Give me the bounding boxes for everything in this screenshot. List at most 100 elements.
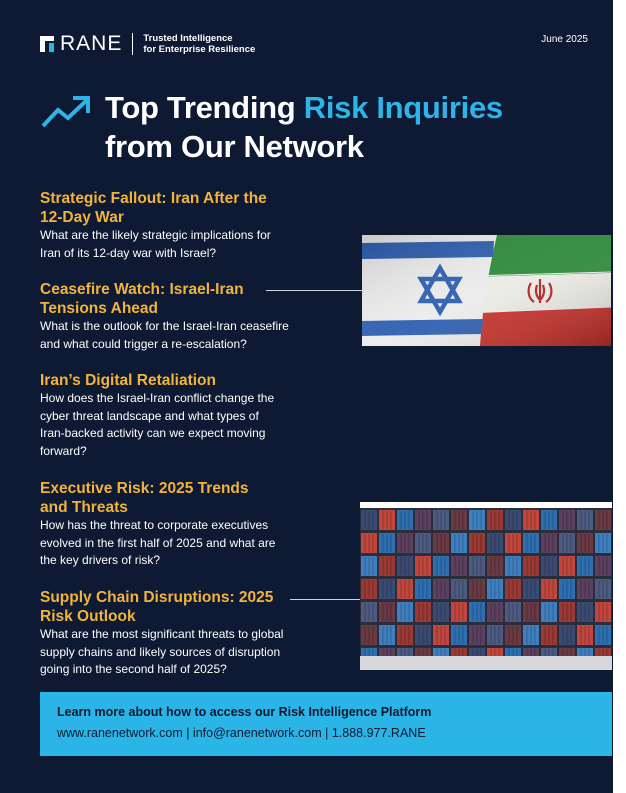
connector-line (266, 290, 362, 291)
tagline-line-1: Trusted Intelligence (143, 33, 233, 44)
inquiry-title-line: and Threats (40, 499, 128, 516)
container-block (397, 602, 413, 622)
inquiry-title-line: Executive Risk: 2025 Trends (40, 480, 249, 497)
container-block (451, 510, 467, 530)
inquiry-title: Ceasefire Watch: Israel-Iran Tensions Ah… (40, 280, 320, 318)
container-block (595, 510, 611, 530)
inquiry-question-line: and what could trigger a re-escalation? (40, 336, 247, 351)
contact-links[interactable]: www.ranenetwork.com | info@ranenetwork.c… (57, 726, 426, 740)
container-block (379, 602, 395, 622)
container-block (451, 625, 467, 645)
container-block (577, 625, 593, 645)
container-block (523, 510, 539, 530)
container-block (559, 602, 575, 622)
inquiry-title-line: Supply Chain Disruptions: 2025 (40, 589, 274, 606)
container-block (397, 579, 413, 599)
container-block (469, 579, 485, 599)
inquiry-question-line: What are the most significant threats to… (40, 627, 284, 641)
inquiry-item: Executive Risk: 2025 Trends and Threats … (40, 479, 320, 570)
inquiry-question-line: going into the second half of 2025? (40, 662, 227, 676)
inquiry-title-line: Strategic Fallout: Iran After the (40, 190, 267, 207)
container-block (523, 556, 539, 576)
container-block (433, 602, 449, 622)
rane-logo: RANE Trusted Intelligence for Enterprise… (40, 32, 255, 56)
inquiry-title: Strategic Fallout: Iran After the 12-Day… (40, 189, 320, 227)
container-block (361, 533, 377, 553)
container-block (433, 579, 449, 599)
inquiry-question-line: forward? (40, 443, 87, 458)
container-block (577, 510, 593, 530)
page-title: Top Trending Risk Inquiries from Our Net… (105, 88, 503, 166)
inquiry-question-line: cyber threat landscape and what types of (40, 408, 259, 423)
container-block (379, 556, 395, 576)
container-block (559, 625, 575, 645)
cta-title: Learn more about how to access our Risk … (57, 705, 432, 719)
inquiry-question: What is the outlook for the Israel-Iran … (40, 318, 320, 353)
container-block (379, 533, 395, 553)
container-block (541, 510, 557, 530)
container-block (415, 510, 431, 530)
container-block (361, 556, 377, 576)
container-block (541, 579, 557, 599)
inquiry-question: What are the likely strategic implicatio… (40, 227, 320, 262)
container-block (577, 533, 593, 553)
container-block (505, 510, 521, 530)
container-block (361, 579, 377, 599)
container-block (595, 625, 611, 645)
container-block (451, 579, 467, 599)
inquiry-title-line: Tensions Ahead (40, 300, 158, 317)
container-block (397, 556, 413, 576)
tagline: Trusted Intelligence for Enterprise Resi… (143, 33, 255, 55)
inquiry-title: Executive Risk: 2025 Trends and Threats (40, 479, 320, 517)
container-block (541, 625, 557, 645)
tagline-line-2: for Enterprise Resilience (143, 44, 256, 55)
container-block (361, 510, 377, 530)
container-block (487, 625, 503, 645)
inquiry-question-line: the key drivers of risk? (40, 553, 161, 567)
container-block (541, 533, 557, 553)
inquiry-question: What are the most significant threats to… (40, 626, 320, 679)
trending-up-icon (41, 96, 90, 128)
container-block (595, 556, 611, 576)
container-block (505, 625, 521, 645)
inquiry-question-line: evolved in the first half of 2025 and wh… (40, 535, 276, 550)
title-prefix: Top Trending (105, 90, 304, 125)
container-block (451, 556, 467, 576)
container-block (559, 579, 575, 599)
container-block (379, 625, 395, 645)
container-block (523, 625, 539, 645)
issue-date: June 2025 (541, 34, 588, 45)
container-block (505, 602, 521, 622)
logo-divider (132, 33, 134, 55)
container-block (523, 602, 539, 622)
inquiry-title-line: Risk Outlook (40, 608, 136, 625)
container-block (433, 556, 449, 576)
inquiry-question-line: Iran-backed activity can we expect movin… (40, 426, 266, 440)
headline: Top Trending Risk Inquiries from Our Net… (40, 88, 503, 166)
container-block (559, 533, 575, 553)
container-block (433, 510, 449, 530)
inquiry-question-line: supply chains and likely sources of disr… (40, 644, 281, 659)
inquiry-title: Iran’s Digital Retaliation (40, 371, 320, 390)
container-block (469, 625, 485, 645)
container-block (487, 533, 503, 553)
container-block (487, 556, 503, 576)
container-block (487, 510, 503, 530)
container-block (505, 556, 521, 576)
inquiry-question-line: Iran of its 12-day war with Israel? (40, 245, 217, 260)
container-block (541, 602, 557, 622)
container-block (379, 510, 395, 530)
container-block (469, 556, 485, 576)
container-block (559, 556, 575, 576)
container-block (415, 602, 431, 622)
inquiry-title-line: Iran’s Digital Retaliation (40, 372, 216, 389)
container-block (379, 579, 395, 599)
title-line-2: from Our Network (105, 129, 364, 164)
inquiry-question-line: What are the likely strategic implicatio… (40, 228, 271, 242)
inquiry-question-line: How has the threat to corporate executiv… (40, 518, 269, 532)
container-block (397, 533, 413, 553)
connector-line (290, 599, 360, 600)
container-block (505, 533, 521, 553)
container-block (469, 533, 485, 553)
container-block (415, 625, 431, 645)
